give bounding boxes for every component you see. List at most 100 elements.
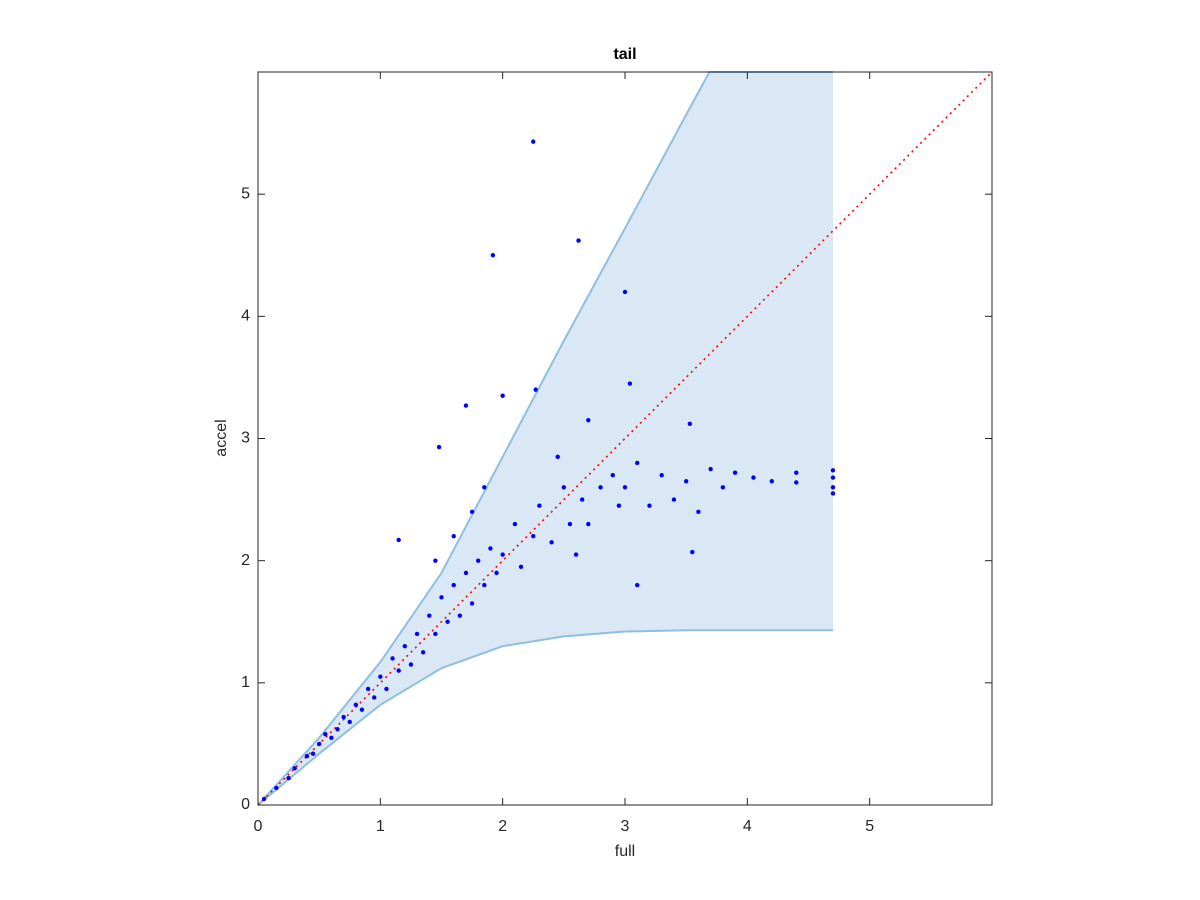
scatter-point	[573, 552, 579, 557]
scatter-point	[586, 417, 591, 423]
y-tick-label: 1	[241, 674, 250, 691]
scatter-point	[378, 674, 383, 679]
scatter-point	[433, 631, 438, 637]
scatter-point	[390, 656, 395, 661]
scatter-point	[561, 485, 567, 490]
scatter-point	[769, 479, 774, 484]
scatter-point	[687, 421, 693, 427]
scatter-point	[627, 381, 633, 386]
scatter-point	[436, 444, 442, 450]
scatter-point	[359, 707, 365, 712]
scatter-point	[531, 534, 536, 539]
scatter-point	[494, 570, 499, 576]
scatter-point	[323, 731, 328, 737]
y-tick-label: 2	[241, 552, 250, 569]
scatter-point	[292, 766, 297, 771]
x-tick-label: 4	[743, 818, 752, 835]
y-tick-label: 5	[241, 185, 250, 202]
scatter-point	[420, 650, 426, 655]
scatter-point	[445, 619, 450, 624]
scatter-point	[622, 289, 628, 295]
scatter-point	[396, 537, 401, 543]
scatter-point	[451, 534, 456, 539]
scatter-point	[586, 521, 591, 527]
scatter-point	[830, 485, 836, 490]
scatter-point	[274, 785, 279, 791]
scatter-point	[576, 238, 581, 243]
x-tick-label: 2	[498, 818, 507, 835]
y-tick-label: 3	[241, 430, 250, 447]
scatter-point	[304, 753, 310, 759]
scatter-point	[500, 393, 505, 398]
scatter-point	[659, 472, 664, 478]
scatter-point	[830, 475, 836, 480]
scatter-point	[463, 403, 469, 408]
scatter-point	[353, 702, 359, 708]
y-tick-label: 4	[241, 308, 250, 325]
scatter-point	[488, 546, 493, 551]
scatter-point	[830, 468, 836, 473]
scatter-point	[482, 582, 487, 588]
scatter-point	[616, 503, 622, 508]
scatter-point	[555, 454, 560, 460]
scatter-point	[335, 727, 340, 732]
scatter-point	[794, 470, 799, 475]
scatter-point	[402, 643, 407, 649]
band-area	[258, 72, 833, 805]
x-tick-label: 5	[865, 818, 874, 835]
scatter-point	[635, 460, 640, 466]
scatter-point	[683, 479, 689, 484]
scatter-point	[490, 253, 496, 258]
x-tick-label: 1	[376, 818, 385, 835]
scatter-point	[720, 485, 726, 490]
scatter-point	[341, 714, 346, 720]
scatter-point	[439, 595, 444, 600]
x-axis-label: full	[615, 843, 635, 860]
scatter-point	[365, 686, 371, 692]
scatter-point	[794, 480, 799, 485]
reference-line	[257, 71, 993, 806]
scatter-point	[647, 503, 652, 508]
scatter-point	[372, 695, 377, 700]
scatter-point	[261, 796, 267, 802]
scatter-point	[482, 485, 487, 490]
scatter-point	[286, 775, 291, 781]
scatter-point	[549, 540, 554, 545]
scatter-point	[518, 564, 524, 569]
scatter-point	[610, 472, 615, 478]
band-lower-edge	[257, 629, 833, 806]
scatter-point	[457, 613, 463, 618]
y-axis-label: accel	[213, 419, 230, 456]
scatter-point	[347, 719, 352, 725]
scatter-point	[751, 475, 756, 480]
x-tick-label: 0	[254, 818, 263, 835]
scatter-point	[433, 558, 438, 563]
scatter-point	[463, 570, 469, 576]
scatter-point	[567, 521, 573, 527]
scatter-point	[408, 662, 414, 667]
scatter-point	[537, 503, 542, 508]
scatter-point	[635, 582, 640, 588]
scatter-point	[598, 485, 603, 490]
scatter-point	[469, 509, 475, 514]
scatter-point	[732, 470, 738, 475]
chart-title: tail	[613, 46, 636, 63]
scatter-point	[469, 601, 475, 606]
x-tick-label: 3	[621, 818, 630, 835]
scatter-point	[476, 558, 481, 563]
scatter-point	[696, 509, 701, 514]
scatter-point	[690, 549, 695, 555]
scatter-point	[533, 387, 538, 392]
scatter-point	[396, 668, 401, 673]
scatter-point	[310, 751, 316, 756]
y-tick-label: 0	[241, 796, 250, 813]
scatter-point	[622, 485, 628, 490]
scatter-point	[500, 552, 505, 557]
scatter-point	[384, 686, 389, 692]
scatter-point	[329, 735, 334, 741]
scatter-point	[830, 491, 836, 496]
scatter-point	[579, 497, 585, 502]
scatter-point	[531, 139, 536, 144]
scatter-point	[708, 466, 713, 472]
